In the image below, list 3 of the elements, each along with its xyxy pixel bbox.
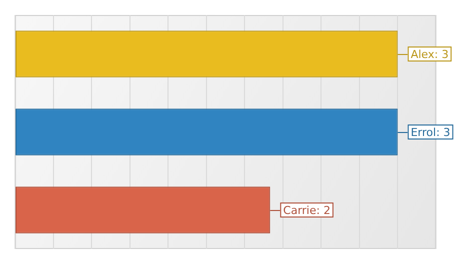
data-label: Carrie: 2 <box>283 204 330 217</box>
data-label: Errol: 3 <box>410 126 450 139</box>
data-label: Alex: 3 <box>410 48 449 61</box>
